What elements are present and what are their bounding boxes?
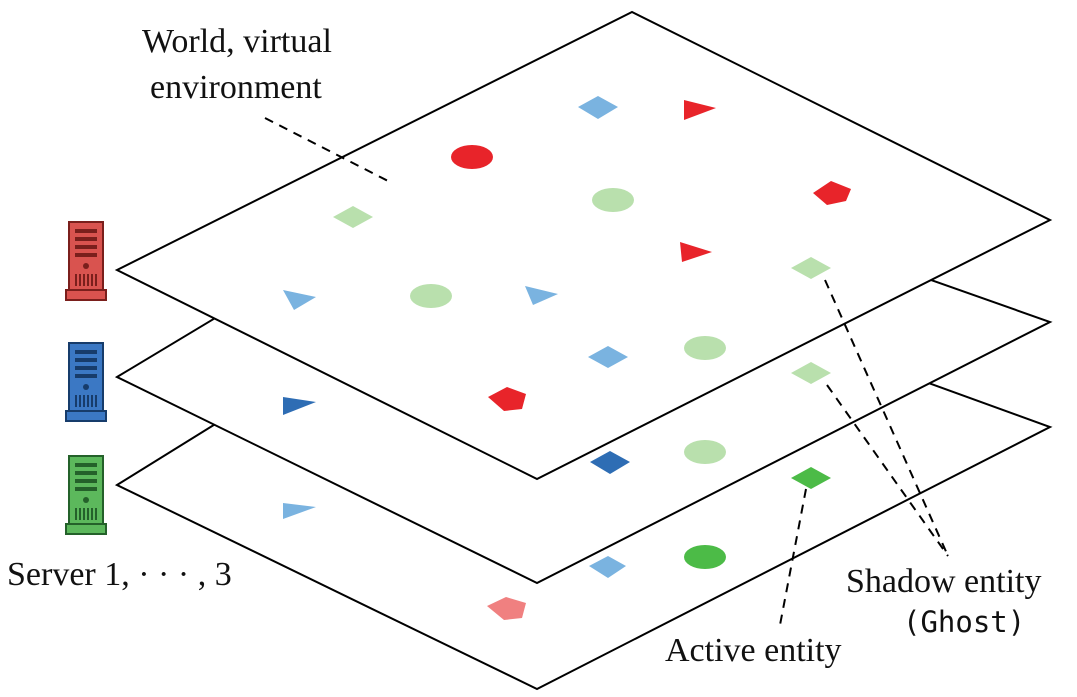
entity-circle-green-light <box>684 440 726 464</box>
server-label: Server 1, · · · , 3 <box>7 556 232 593</box>
entity-diamond-blue <box>589 556 626 578</box>
entity-triangle-blue <box>283 290 316 310</box>
entity-circle-green-light <box>410 284 452 308</box>
layer-top <box>114 10 1053 481</box>
entity-diamond-green-active <box>791 467 831 489</box>
entity-pentagon-red <box>488 387 526 411</box>
entity-circle-green-light <box>592 188 634 212</box>
entity-diamond-blue-dark <box>590 451 630 474</box>
entity-triangle-red <box>680 242 712 262</box>
server-icon <box>65 221 107 301</box>
shadow-leader-line-top <box>824 279 949 557</box>
world-label-line2: environment <box>150 69 322 106</box>
entity-pentagon-red <box>813 181 851 205</box>
layer-top-plane <box>114 10 1053 481</box>
entity-diamond-blue <box>578 96 618 119</box>
entity-diamond-green-light <box>333 206 373 228</box>
entity-circle-green-active <box>684 545 726 569</box>
entity-pentagon-red-faded <box>487 597 526 620</box>
entity-triangle-blue <box>283 503 316 519</box>
entity-circle-red <box>451 145 493 169</box>
entity-diamond-green-light-shadow <box>791 257 831 279</box>
ghost-label: (Ghost) <box>903 605 1026 639</box>
active-leader-line <box>779 488 807 626</box>
server-icons <box>65 221 107 535</box>
server-icon <box>65 455 107 535</box>
world-label-line1: World, virtual <box>142 23 332 60</box>
entity-diamond-green-light-shadow <box>791 362 831 384</box>
active-entity-label: Active entity <box>665 632 842 669</box>
entity-circle-green-light <box>684 336 726 360</box>
shadow-entity-label: Shadow entity <box>846 563 1042 600</box>
entity-triangle-blue <box>525 286 558 305</box>
entity-triangle-red <box>684 100 716 120</box>
entity-diamond-blue <box>588 346 628 368</box>
world-leader-line <box>264 117 391 183</box>
leader-lines <box>264 117 949 626</box>
server-icon <box>65 342 107 422</box>
entity-triangle-blue-dark <box>283 397 316 415</box>
shadow-leader-line-middle <box>826 384 949 557</box>
